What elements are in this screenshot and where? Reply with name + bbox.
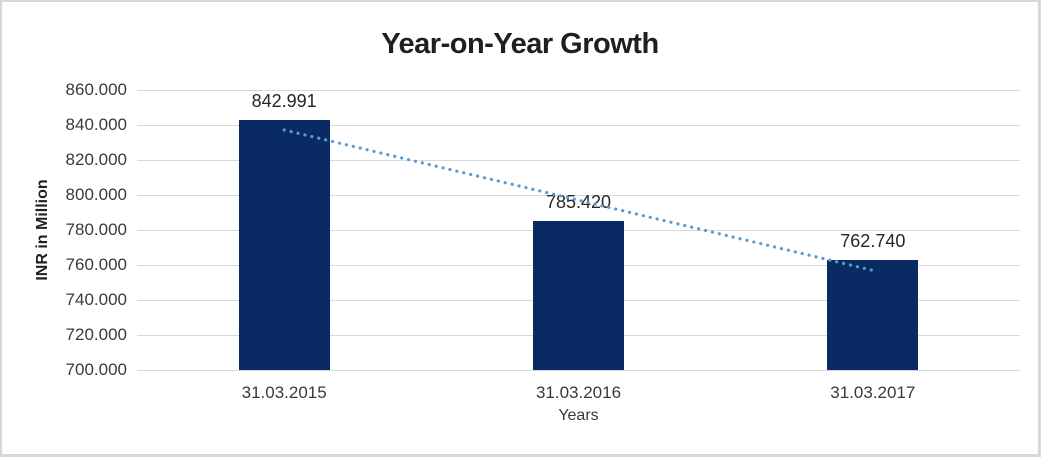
bar-31.03.2016 — [533, 220, 624, 370]
bar-value-label: 785.420 — [545, 191, 612, 212]
gridline — [137, 89, 1020, 91]
y-tick-label: 760.000 — [65, 255, 127, 274]
x-tick-label: 31.03.2015 — [241, 383, 327, 402]
bar-31.03.2015 — [238, 119, 330, 370]
bar-value-label: 842.991 — [251, 90, 317, 111]
y-tick-label: 740.000 — [65, 290, 127, 309]
y-axis-title: INR in Million — [34, 179, 51, 281]
y-tick-label: 860.000 — [65, 80, 127, 99]
x-axis-title: Years — [558, 407, 599, 424]
chart-title: Year-on-Year Growth — [381, 28, 659, 60]
plot-area: 700.000 720.000 740.000 760.000 780.000 800.0… — [66, 80, 1020, 402]
gridline — [137, 369, 1020, 371]
gridline — [137, 124, 1020, 126]
bar-31.03.2017 — [827, 260, 919, 370]
y-tick-label: 720.000 — [65, 325, 127, 344]
y-tick-label: 800.000 — [65, 185, 127, 204]
x-tick-label: 31.03.2017 — [830, 383, 916, 402]
x-tick-label: 31.03.2016 — [535, 383, 622, 402]
y-tick-label: 820.000 — [65, 150, 127, 169]
y-tick-label: 700.000 — [65, 360, 127, 379]
y-tick-label: 840.000 — [65, 115, 127, 134]
y-tick-label: 780.000 — [65, 220, 127, 239]
bar-value-label: 762.740 — [840, 231, 906, 252]
